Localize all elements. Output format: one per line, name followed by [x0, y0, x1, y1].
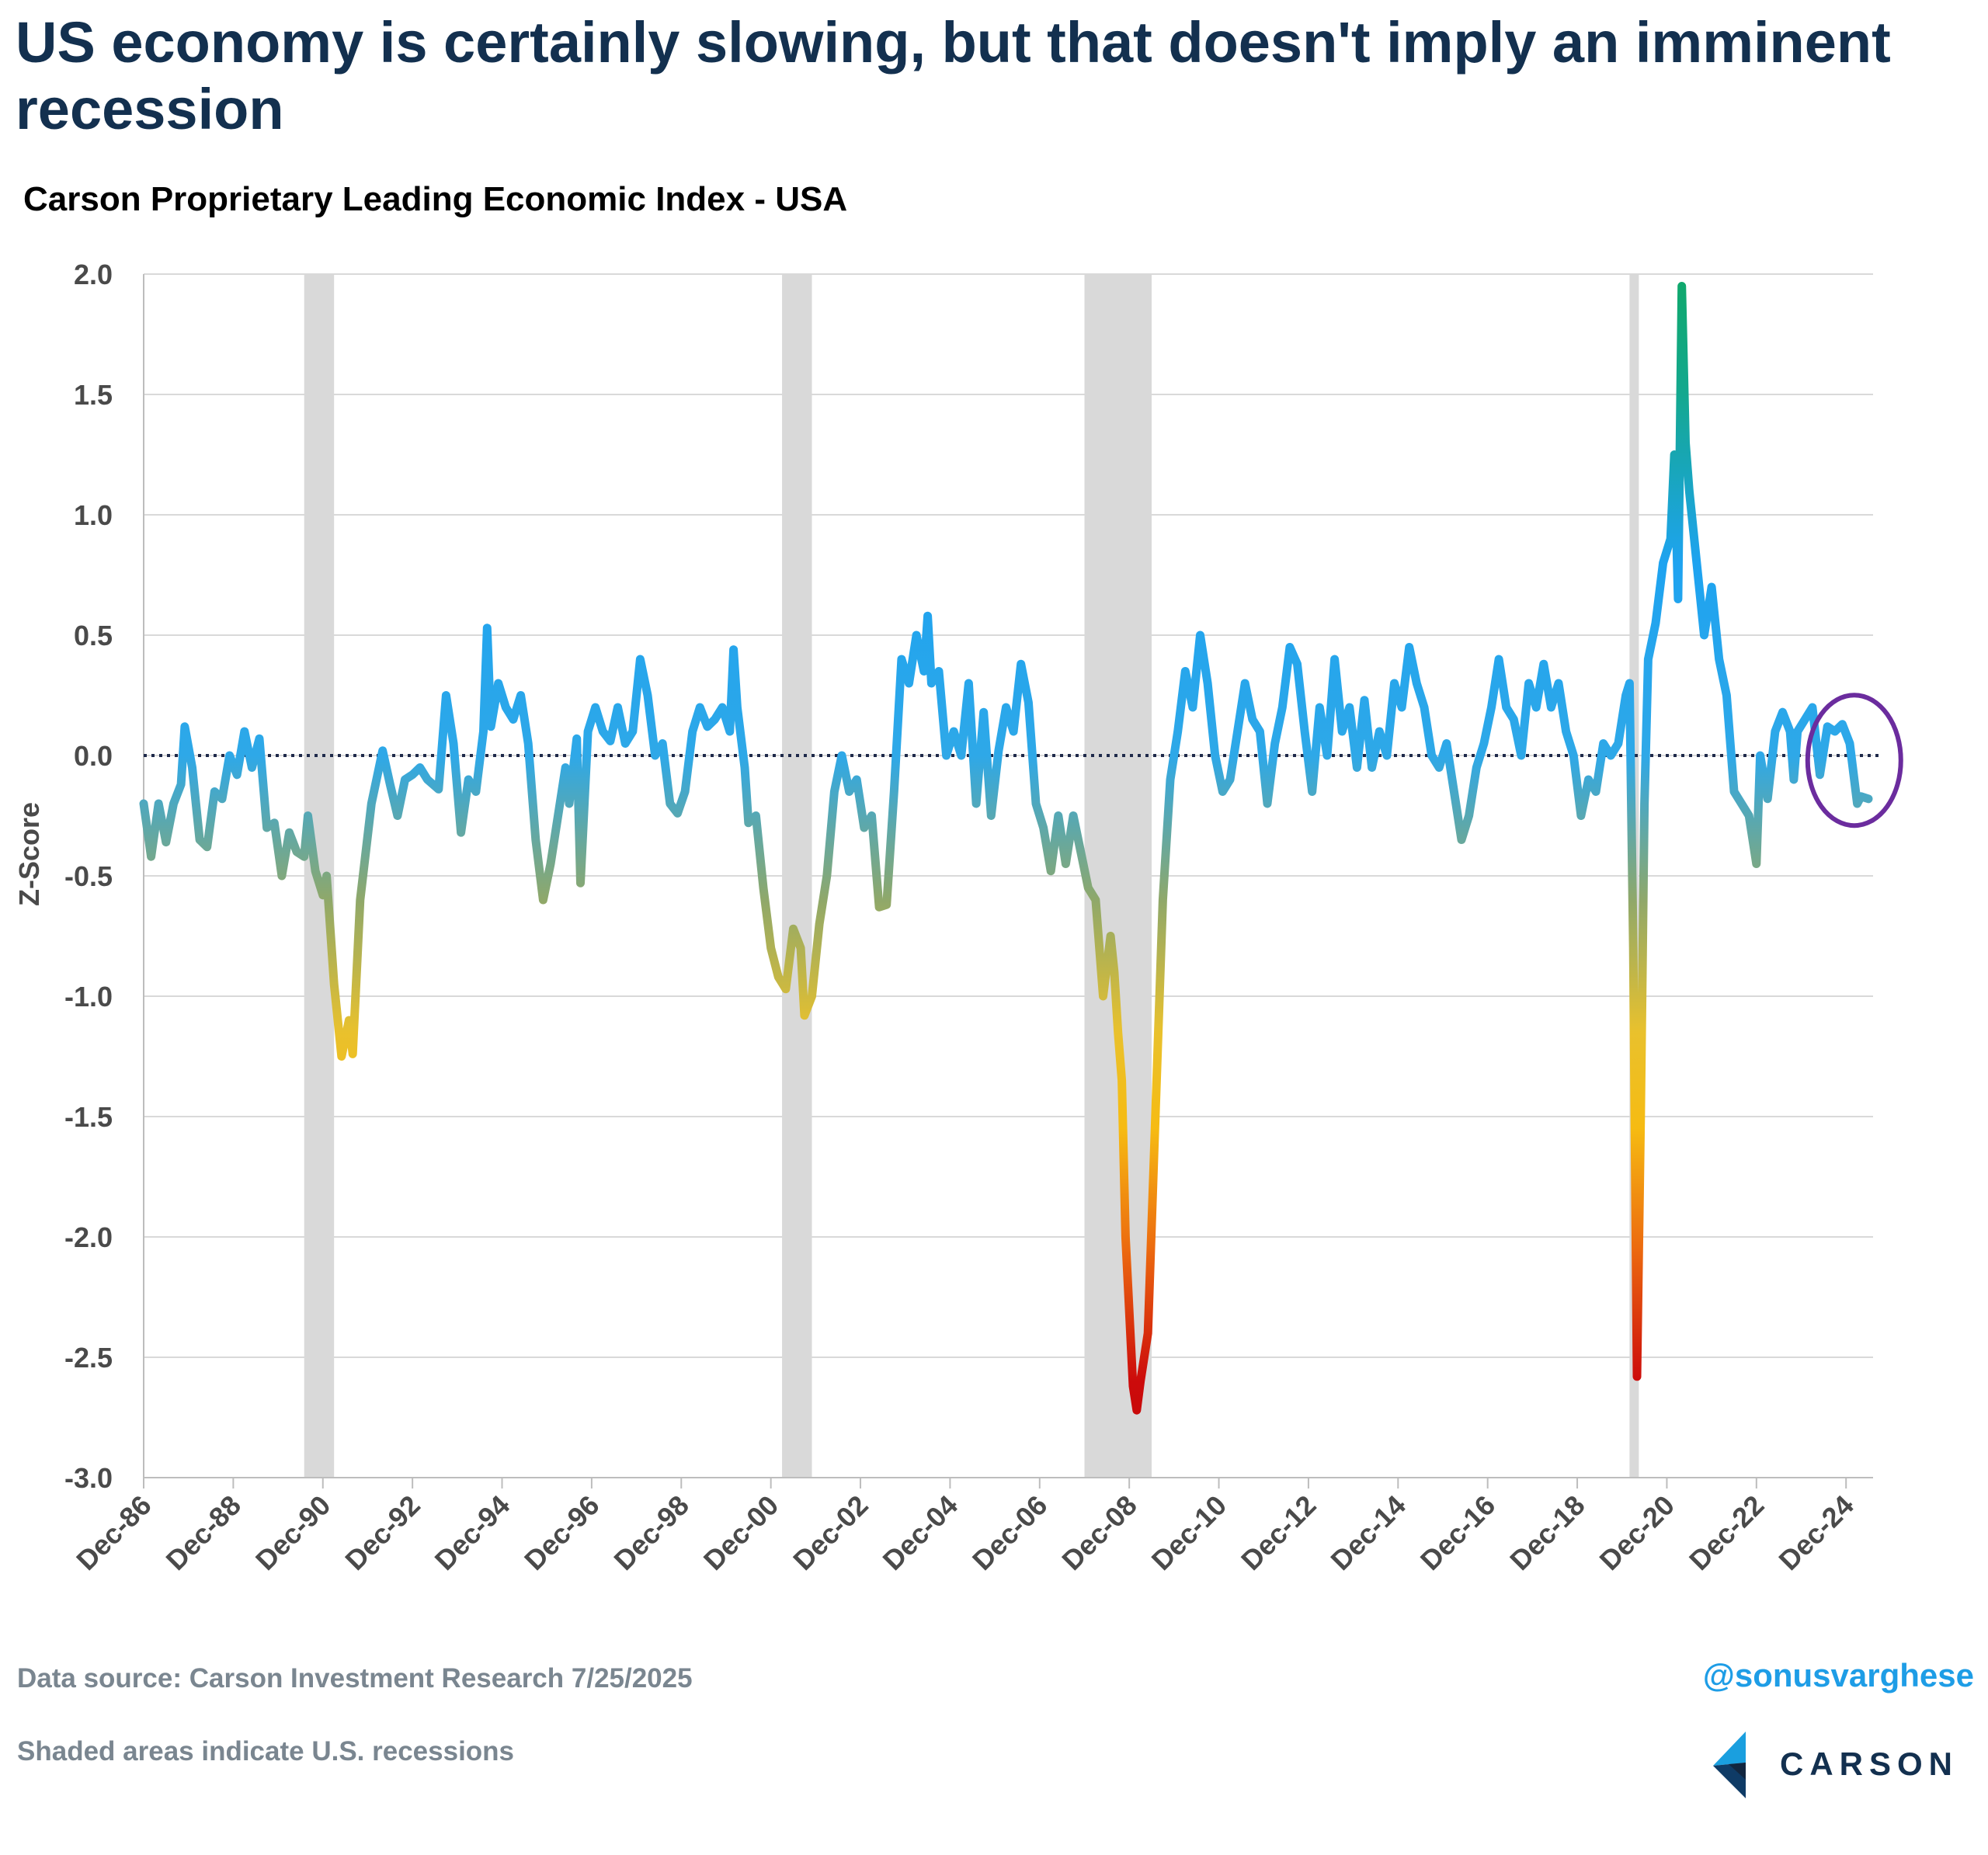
- x-tick-label: Dec-94: [429, 1489, 516, 1576]
- x-tick-label: Dec-14: [1324, 1489, 1411, 1576]
- y-tick-label: -2.0: [64, 1221, 113, 1253]
- x-tick-label: Dec-08: [1055, 1489, 1142, 1576]
- headline: US economy is certainly slowing, but tha…: [16, 10, 1891, 141]
- gridlines: [144, 273, 1873, 1478]
- source-note: Data source: Carson Investment Research …: [17, 1663, 693, 1693]
- x-tick-label: Dec-16: [1414, 1489, 1501, 1576]
- x-tick-label: Dec-92: [339, 1489, 426, 1576]
- y-tick-label: 1.0: [74, 499, 113, 531]
- author-handle[interactable]: @sonusvarghese: [1702, 1657, 1974, 1693]
- y-tick-label: 0.5: [74, 620, 113, 651]
- y-tick-label: -1.5: [64, 1101, 113, 1133]
- carson-logo-text: CARSON: [1780, 1746, 1959, 1782]
- y-tick-label: 1.5: [74, 379, 113, 411]
- x-axis-ticks: Dec-86 Dec-88 Dec-90 Dec-92 Dec-94 Dec-96 Dec-…: [70, 1478, 1860, 1576]
- x-tick-label: Dec-20: [1594, 1489, 1680, 1576]
- x-tick-label: Dec-98: [607, 1489, 694, 1576]
- x-tick-label: Dec-24: [1772, 1489, 1859, 1576]
- chart-subtitle: Carson Proprietary Leading Economic Inde…: [23, 180, 848, 218]
- x-tick-label: Dec-02: [787, 1489, 874, 1576]
- shading-note: Shaded areas indicate U.S. recessions: [17, 1736, 515, 1766]
- x-tick-label: Dec-06: [966, 1489, 1053, 1576]
- x-tick-label: Dec-12: [1235, 1489, 1322, 1576]
- x-tick-label: Dec-10: [1145, 1489, 1232, 1576]
- y-tick-label: -0.5: [64, 860, 113, 892]
- y-axis-label: Z-Score: [13, 802, 45, 906]
- highlight-circle: [1805, 693, 1903, 828]
- y-axis-ticks: 2.0 1.5 1.0 0.5 0.0 -0.5 -1.0 -1.5 -2.0 -2.5 -3.0: [64, 259, 113, 1494]
- x-tick-label: Dec-88: [160, 1489, 247, 1576]
- x-tick-label: Dec-86: [70, 1489, 157, 1576]
- x-tick-label: Dec-04: [877, 1489, 964, 1576]
- carson-logo-icon: [1713, 1732, 1746, 1798]
- y-tick-label: -2.5: [64, 1342, 113, 1374]
- x-tick-label: Dec-00: [697, 1489, 784, 1576]
- series-group: [139, 282, 1873, 1415]
- y-tick-label: -3.0: [64, 1462, 113, 1494]
- x-tick-label: Dec-90: [249, 1489, 336, 1576]
- series-line-1: [139, 282, 1873, 1415]
- y-tick-label: -1.0: [64, 981, 113, 1013]
- x-tick-label: Dec-96: [518, 1489, 605, 1576]
- carson-logo: CARSON: [1707, 1725, 1979, 1803]
- x-tick-label: Dec-22: [1683, 1489, 1770, 1576]
- x-tick-label: Dec-18: [1503, 1489, 1590, 1576]
- line-chart: 2.01.51.00.50.0-0.5-1.0-1.5-2.0-2.5-3.0 …: [13, 259, 1903, 1576]
- y-tick-label: 2.0: [74, 259, 113, 290]
- y-tick-label: 0.0: [74, 740, 113, 772]
